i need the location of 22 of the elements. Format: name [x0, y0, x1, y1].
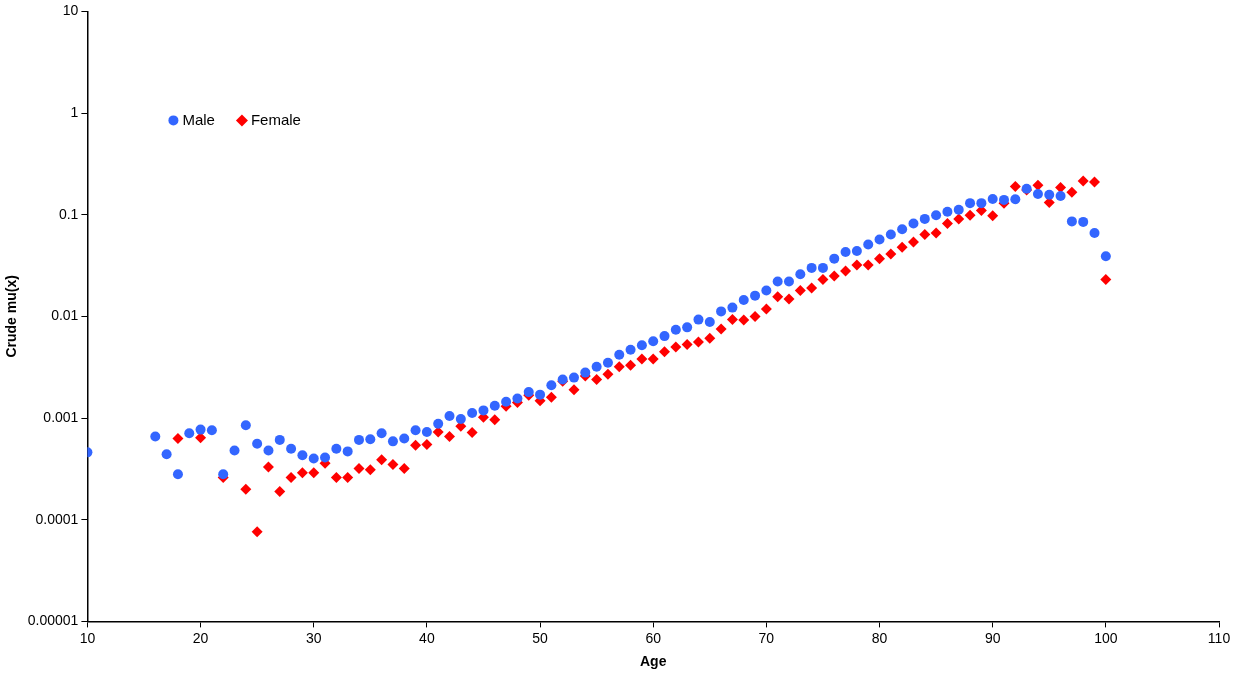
x-tick-label: 50	[532, 629, 549, 646]
x-tick-label: 70	[758, 629, 775, 646]
x-axis-title: Age	[639, 653, 667, 670]
x-tick-label: 20	[192, 629, 209, 646]
y-axis-title: Crude mu(x)	[3, 275, 20, 358]
legend-label: Male	[182, 110, 215, 128]
x-tick-label: 80	[871, 629, 888, 646]
x-tick-label: 40	[419, 629, 435, 646]
y-tick-label: 1	[70, 103, 79, 120]
y-tick-label: 0.1	[58, 205, 79, 222]
y-tick-label: 10	[62, 2, 79, 19]
y-tick-label: 0.001	[43, 408, 79, 425]
x-tick-label: 60	[645, 629, 662, 646]
x-tick-label: 100	[1094, 629, 1118, 646]
y-tick-label: 0.00001	[27, 612, 79, 629]
x-tick-label: 110	[1207, 629, 1231, 646]
x-tick-label: 10	[79, 629, 96, 646]
x-tick-label: 90	[984, 629, 1001, 646]
y-tick-label: 0.0001	[35, 510, 79, 527]
x-tick-label: 30	[305, 629, 322, 646]
y-tick-label: 0.01	[51, 307, 79, 324]
legend-label: Female	[250, 110, 301, 128]
